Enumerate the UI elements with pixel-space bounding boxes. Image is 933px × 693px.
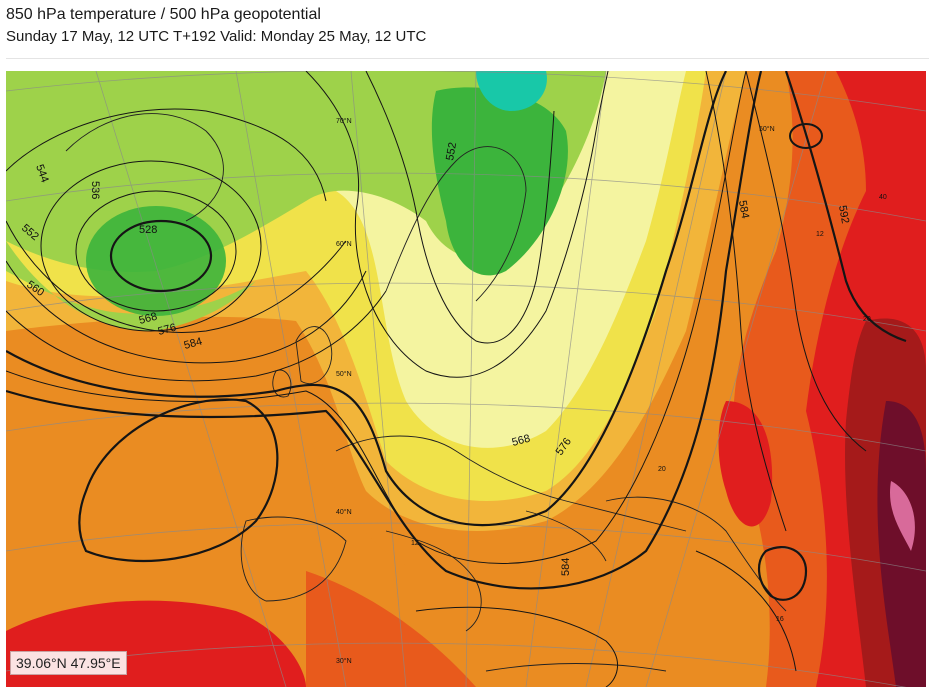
temperature-band-light-green-atlantic	[6, 241, 256, 331]
latitude-label: 70°N	[336, 117, 352, 125]
temperature-label-group: 12 20 20 12 40 16	[411, 194, 887, 623]
contour-label: 544	[33, 163, 51, 184]
coldest-core-north	[476, 71, 547, 111]
contour-label: 552	[444, 141, 459, 161]
latitude-label: 60°N	[336, 240, 352, 248]
contour-label: 568	[138, 311, 159, 327]
header-divider	[6, 58, 929, 59]
graticule	[6, 71, 926, 687]
temperature-label: 12	[816, 231, 824, 238]
temperature-band-pink-east	[890, 481, 915, 551]
cursor-coordinate-readout: 39.06°N 47.95°E	[10, 651, 127, 675]
latitude-label: 30°N	[336, 657, 352, 665]
contour-label: 528	[139, 224, 157, 236]
contour-label: 584	[183, 336, 204, 352]
temperature-label: 12	[411, 540, 419, 547]
temperature-label: 16	[776, 616, 784, 623]
map-title: 850 hPa temperature / 500 hPa geopotenti…	[6, 6, 321, 23]
weather-map[interactable]: 544 536 528 552 560 568 576 584 552 568 …	[6, 71, 926, 687]
weather-map-canvas[interactable]: 544 536 528 552 560 568 576 584 552 568 …	[6, 71, 926, 687]
cold-core-west	[86, 206, 226, 316]
contour-label: 536	[89, 181, 101, 199]
map-valid-time: Sunday 17 May, 12 UTC T+192 Valid: Monda…	[6, 28, 427, 45]
contour-label: 584	[736, 199, 751, 219]
temperature-band-red-middle-east	[718, 401, 773, 527]
temperature-band-maroon-east	[877, 401, 926, 687]
latitude-label-group: 70°N 60°N 50°N 40°N 30°N 50°N	[336, 117, 775, 665]
map-header: 850 hPa temperature / 500 hPa geopotenti…	[6, 4, 927, 48]
latitude-label: 40°N	[336, 508, 352, 516]
temperature-label: 40	[879, 194, 887, 201]
contour-label: 592	[836, 204, 851, 224]
contour-label: 576	[157, 322, 178, 338]
contour-label: 568	[511, 433, 532, 449]
latitude-label: 50°N	[759, 125, 775, 133]
temperature-label: 20	[658, 466, 666, 473]
temperature-label: 20	[863, 316, 871, 323]
latitude-label: 50°N	[336, 370, 352, 378]
geopotential-contours	[6, 71, 907, 687]
temperature-band-redorange-south	[306, 571, 476, 687]
contour-label: 584	[560, 558, 572, 576]
cold-core-scandinavia	[431, 87, 568, 276]
